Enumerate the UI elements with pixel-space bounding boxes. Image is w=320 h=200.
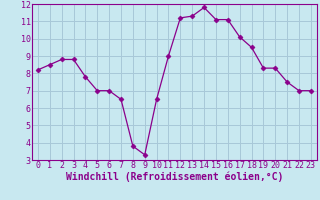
X-axis label: Windchill (Refroidissement éolien,°C): Windchill (Refroidissement éolien,°C) (66, 172, 283, 182)
